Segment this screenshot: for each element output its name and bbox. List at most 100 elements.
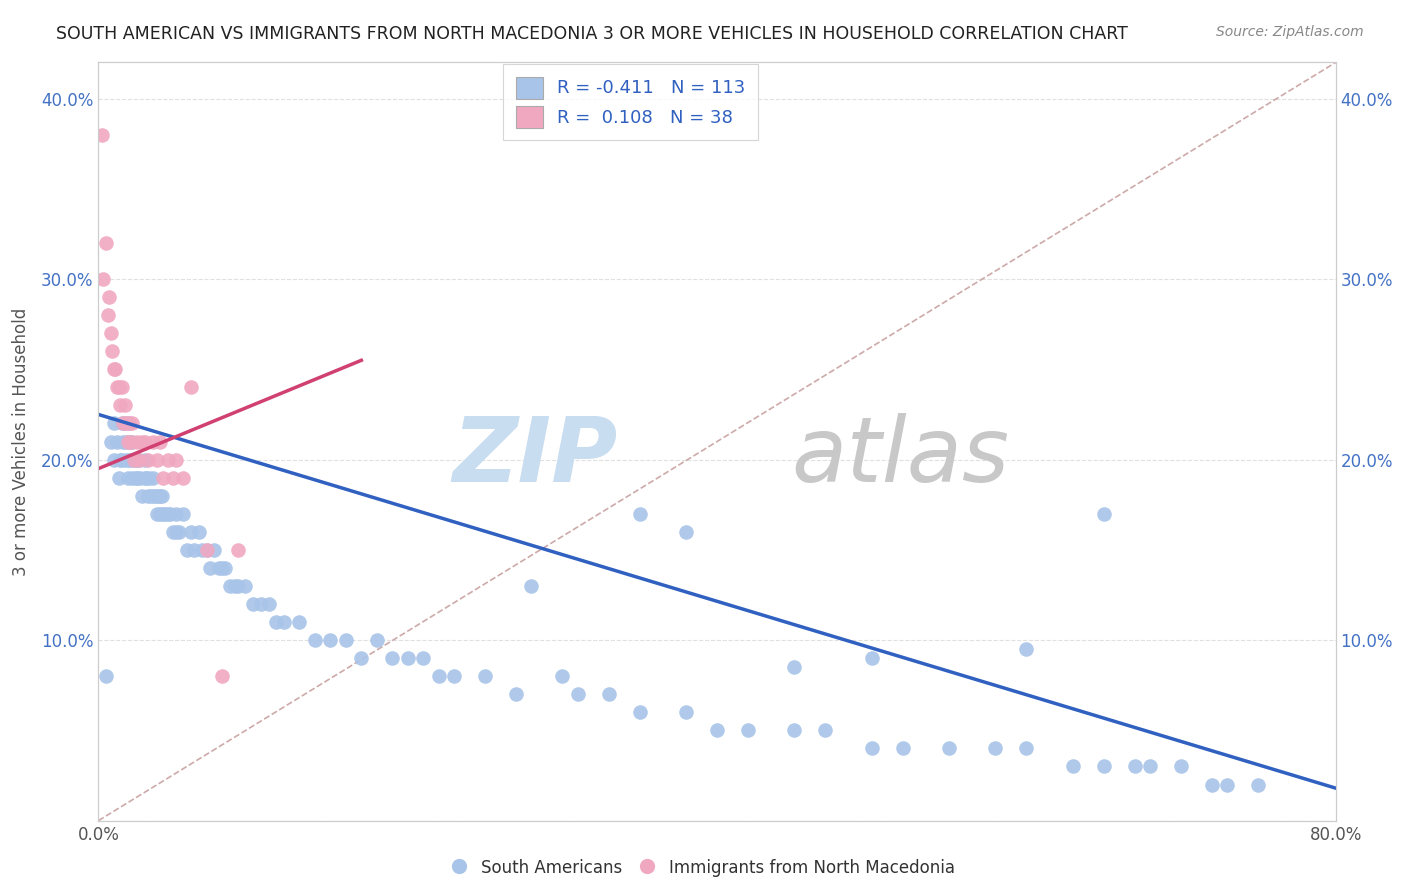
Point <box>219 579 242 593</box>
Point <box>112 434 135 449</box>
Point <box>129 470 152 484</box>
Point <box>157 507 180 521</box>
Point <box>443 669 465 683</box>
Point <box>149 489 172 503</box>
Point <box>105 434 128 449</box>
Point <box>112 417 135 431</box>
Point <box>103 417 125 431</box>
Point <box>146 452 169 467</box>
Point <box>96 235 118 250</box>
Point <box>891 741 914 756</box>
Point <box>1092 759 1115 773</box>
Point <box>304 633 326 648</box>
Point <box>427 669 450 683</box>
Point <box>135 470 157 484</box>
Point <box>100 326 122 341</box>
Point <box>180 524 202 539</box>
Point <box>350 651 373 665</box>
Point <box>520 579 543 593</box>
Point <box>226 542 249 557</box>
Point <box>1092 507 1115 521</box>
Point <box>149 507 172 521</box>
Point <box>136 452 159 467</box>
Point <box>128 452 150 467</box>
Point <box>121 434 143 449</box>
Point <box>131 489 153 503</box>
Point <box>172 507 194 521</box>
Point <box>938 741 960 756</box>
Point <box>211 561 233 575</box>
Point <box>103 452 125 467</box>
Point <box>114 417 136 431</box>
Point <box>118 452 141 467</box>
Legend: R = -0.411   N = 113, R =  0.108   N = 38: R = -0.411 N = 113, R = 0.108 N = 38 <box>503 64 758 140</box>
Point <box>257 597 280 611</box>
Point <box>107 470 129 484</box>
Point <box>157 452 180 467</box>
Point <box>233 579 257 593</box>
Point <box>783 723 806 738</box>
Point <box>146 507 169 521</box>
Point <box>1015 741 1038 756</box>
Point <box>195 542 218 557</box>
Point <box>180 380 202 394</box>
Point <box>115 417 138 431</box>
Point <box>188 524 211 539</box>
Point <box>226 579 249 593</box>
Point <box>814 723 837 738</box>
Point <box>706 723 728 738</box>
Point <box>737 723 759 738</box>
Point <box>153 507 176 521</box>
Point <box>288 615 311 629</box>
Point <box>145 489 167 503</box>
Point <box>783 660 806 674</box>
Point <box>122 452 145 467</box>
Point <box>107 380 129 394</box>
Point <box>138 470 160 484</box>
Point <box>1216 778 1239 792</box>
Point <box>152 470 174 484</box>
Point <box>128 452 150 467</box>
Point <box>117 434 139 449</box>
Point <box>474 669 496 683</box>
Point <box>134 452 156 467</box>
Point <box>195 542 218 557</box>
Point <box>167 524 190 539</box>
Point <box>1015 642 1038 657</box>
Point <box>115 452 138 467</box>
Point <box>242 597 264 611</box>
Point <box>118 434 141 449</box>
Point <box>105 380 128 394</box>
Point <box>198 561 221 575</box>
Point <box>98 290 121 304</box>
Point <box>860 741 883 756</box>
Point <box>141 434 165 449</box>
Point <box>162 524 184 539</box>
Point <box>120 434 142 449</box>
Point <box>172 470 194 484</box>
Point <box>204 542 226 557</box>
Point <box>127 470 149 484</box>
Point <box>211 669 233 683</box>
Point <box>250 597 273 611</box>
Point <box>1123 759 1146 773</box>
Point <box>598 687 620 701</box>
Point <box>551 669 574 683</box>
Point <box>101 344 124 359</box>
Point <box>860 651 883 665</box>
Point <box>100 434 122 449</box>
Point <box>273 615 295 629</box>
Text: SOUTH AMERICAN VS IMMIGRANTS FROM NORTH MACEDONIA 3 OR MORE VEHICLES IN HOUSEHOL: SOUTH AMERICAN VS IMMIGRANTS FROM NORTH … <box>56 25 1128 43</box>
Point <box>134 470 156 484</box>
Point <box>214 561 236 575</box>
Text: ZIP: ZIP <box>453 413 619 500</box>
Text: Source: ZipAtlas.com: Source: ZipAtlas.com <box>1216 25 1364 39</box>
Point <box>143 489 166 503</box>
Point <box>96 669 118 683</box>
Point <box>264 615 288 629</box>
Point <box>381 651 404 665</box>
Point <box>150 489 173 503</box>
Point <box>141 470 165 484</box>
Point <box>114 399 136 413</box>
Point <box>118 417 141 431</box>
